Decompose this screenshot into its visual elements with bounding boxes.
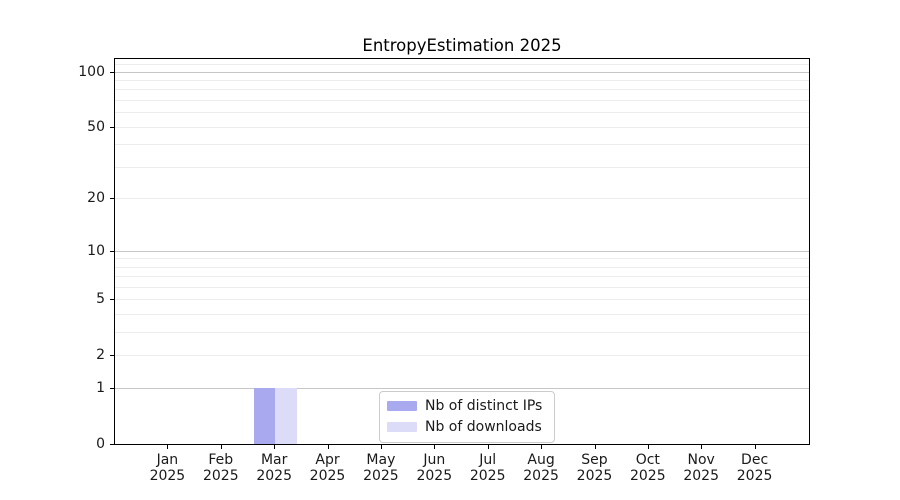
month-label: Nov <box>687 452 715 468</box>
x-tick-label-aug: Aug 2025 <box>509 452 573 484</box>
y-tick-mark <box>110 388 114 390</box>
y-tick-mark <box>110 71 114 73</box>
minor-gridline <box>115 332 809 334</box>
year-label: 2025 <box>576 468 613 484</box>
minor-gridline <box>115 100 809 101</box>
major-gridline <box>115 388 809 390</box>
y-tick-label: 0 <box>96 436 105 452</box>
month-label: Oct <box>635 452 660 468</box>
x-tick-label-apr: Apr 2025 <box>296 452 360 484</box>
month-label: Jul <box>479 452 497 468</box>
year-label: 2025 <box>683 468 719 484</box>
month-label: Aug <box>527 452 555 468</box>
minor-gridline <box>115 63 809 65</box>
major-gridline <box>115 71 809 73</box>
minor-gridline <box>115 144 809 146</box>
y-tick-mark <box>110 250 114 252</box>
x-tick-label-mar: Mar 2025 <box>242 452 306 484</box>
year-label: 2025 <box>256 468 292 484</box>
legend: Nb of distinct IPs Nb of downloads <box>379 391 555 443</box>
minor-gridline <box>115 166 809 168</box>
y-tick-mark <box>110 198 114 200</box>
bar-mar-0 <box>253 388 276 444</box>
minor-gridline <box>115 126 809 128</box>
x-tick-mark <box>487 445 489 449</box>
legend-label-distinct-ips: Nb of distinct IPs <box>425 398 543 414</box>
month-label: Mar <box>260 452 288 468</box>
minor-gridline <box>115 80 809 81</box>
legend-label-downloads: Nb of downloads <box>425 419 542 435</box>
legend-item-downloads: Nb of downloads <box>387 418 546 436</box>
legend-swatch-downloads <box>387 422 417 432</box>
x-tick-mark <box>380 445 382 449</box>
y-tick-label: 20 <box>87 190 105 207</box>
month-label: Jun <box>423 452 446 468</box>
minor-gridline <box>115 112 809 114</box>
month-label: Sep <box>581 452 608 468</box>
y-axis: 0 1 2 5 10 20 50 100 <box>0 58 114 452</box>
y-tick-label: 2 <box>96 347 105 364</box>
y-tick-label: 10 <box>87 242 105 259</box>
month-label: Apr <box>315 452 340 468</box>
x-tick-mark <box>274 445 276 449</box>
x-tick-mark <box>434 445 436 449</box>
y-tick-mark <box>110 355 114 357</box>
minor-gridline <box>115 89 809 91</box>
x-tick-label-dec: Dec 2025 <box>723 452 787 484</box>
x-tick-label-oct: Oct 2025 <box>616 452 680 484</box>
month-label: Dec <box>741 452 769 468</box>
year-label: 2025 <box>523 468 559 484</box>
month-label: May <box>366 452 396 468</box>
y-tick-label: 100 <box>78 63 105 80</box>
minor-gridline <box>115 299 809 301</box>
x-tick-mark <box>594 445 596 449</box>
y-tick-label: 1 <box>96 380 105 397</box>
x-tick-mark <box>167 445 169 449</box>
year-label: 2025 <box>309 468 346 484</box>
x-tick-mark <box>327 445 329 449</box>
bar-mar-1 <box>275 388 297 444</box>
minor-gridline <box>115 314 809 316</box>
y-tick-mark <box>110 126 114 128</box>
legend-item-distinct-ips: Nb of distinct IPs <box>387 397 546 415</box>
year-label: 2025 <box>149 468 186 484</box>
month-label: Jan <box>156 452 179 468</box>
year-label: 2025 <box>202 468 239 484</box>
x-tick-label-jan: Jan 2025 <box>135 452 199 484</box>
plot-area: Nb of distinct IPs Nb of downloads <box>114 58 810 445</box>
minor-gridline <box>115 276 809 278</box>
x-tick-mark <box>220 445 222 449</box>
x-tick-mark <box>754 445 756 449</box>
x-tick-label-jun: Jun 2025 <box>402 452 466 484</box>
minor-gridline <box>115 287 809 288</box>
minor-gridline <box>115 355 809 357</box>
minor-gridline <box>115 266 809 268</box>
month-label: Feb <box>208 452 234 468</box>
chart-title: EntropyEstimation 2025 <box>362 36 562 55</box>
x-tick-label-jul: Jul 2025 <box>456 452 520 484</box>
minor-gridline <box>115 258 809 260</box>
minor-gridline <box>115 198 809 200</box>
year-label: 2025 <box>363 468 399 484</box>
x-tick-label-may: May 2025 <box>349 452 413 484</box>
year-label: 2025 <box>736 468 773 484</box>
x-axis: Jan 2025 Feb 2025 Mar 2025 Apr 2025 May 2025 Jun 20… <box>114 445 810 495</box>
x-tick-mark <box>541 445 543 449</box>
y-tick-label: 5 <box>96 291 105 308</box>
year-label: 2025 <box>629 468 666 484</box>
y-tick-mark <box>110 444 114 445</box>
legend-swatch-distinct-ips <box>387 401 417 411</box>
y-tick-label: 50 <box>87 118 105 135</box>
y-tick-mark <box>110 299 114 301</box>
x-tick-label-nov: Nov 2025 <box>669 452 733 484</box>
x-tick-label-feb: Feb 2025 <box>189 452 253 484</box>
x-tick-label-sep: Sep 2025 <box>563 452 627 484</box>
major-gridline <box>115 250 809 252</box>
year-label: 2025 <box>416 468 453 484</box>
x-tick-mark <box>647 445 649 449</box>
x-tick-mark <box>701 445 703 449</box>
year-label: 2025 <box>469 468 506 484</box>
